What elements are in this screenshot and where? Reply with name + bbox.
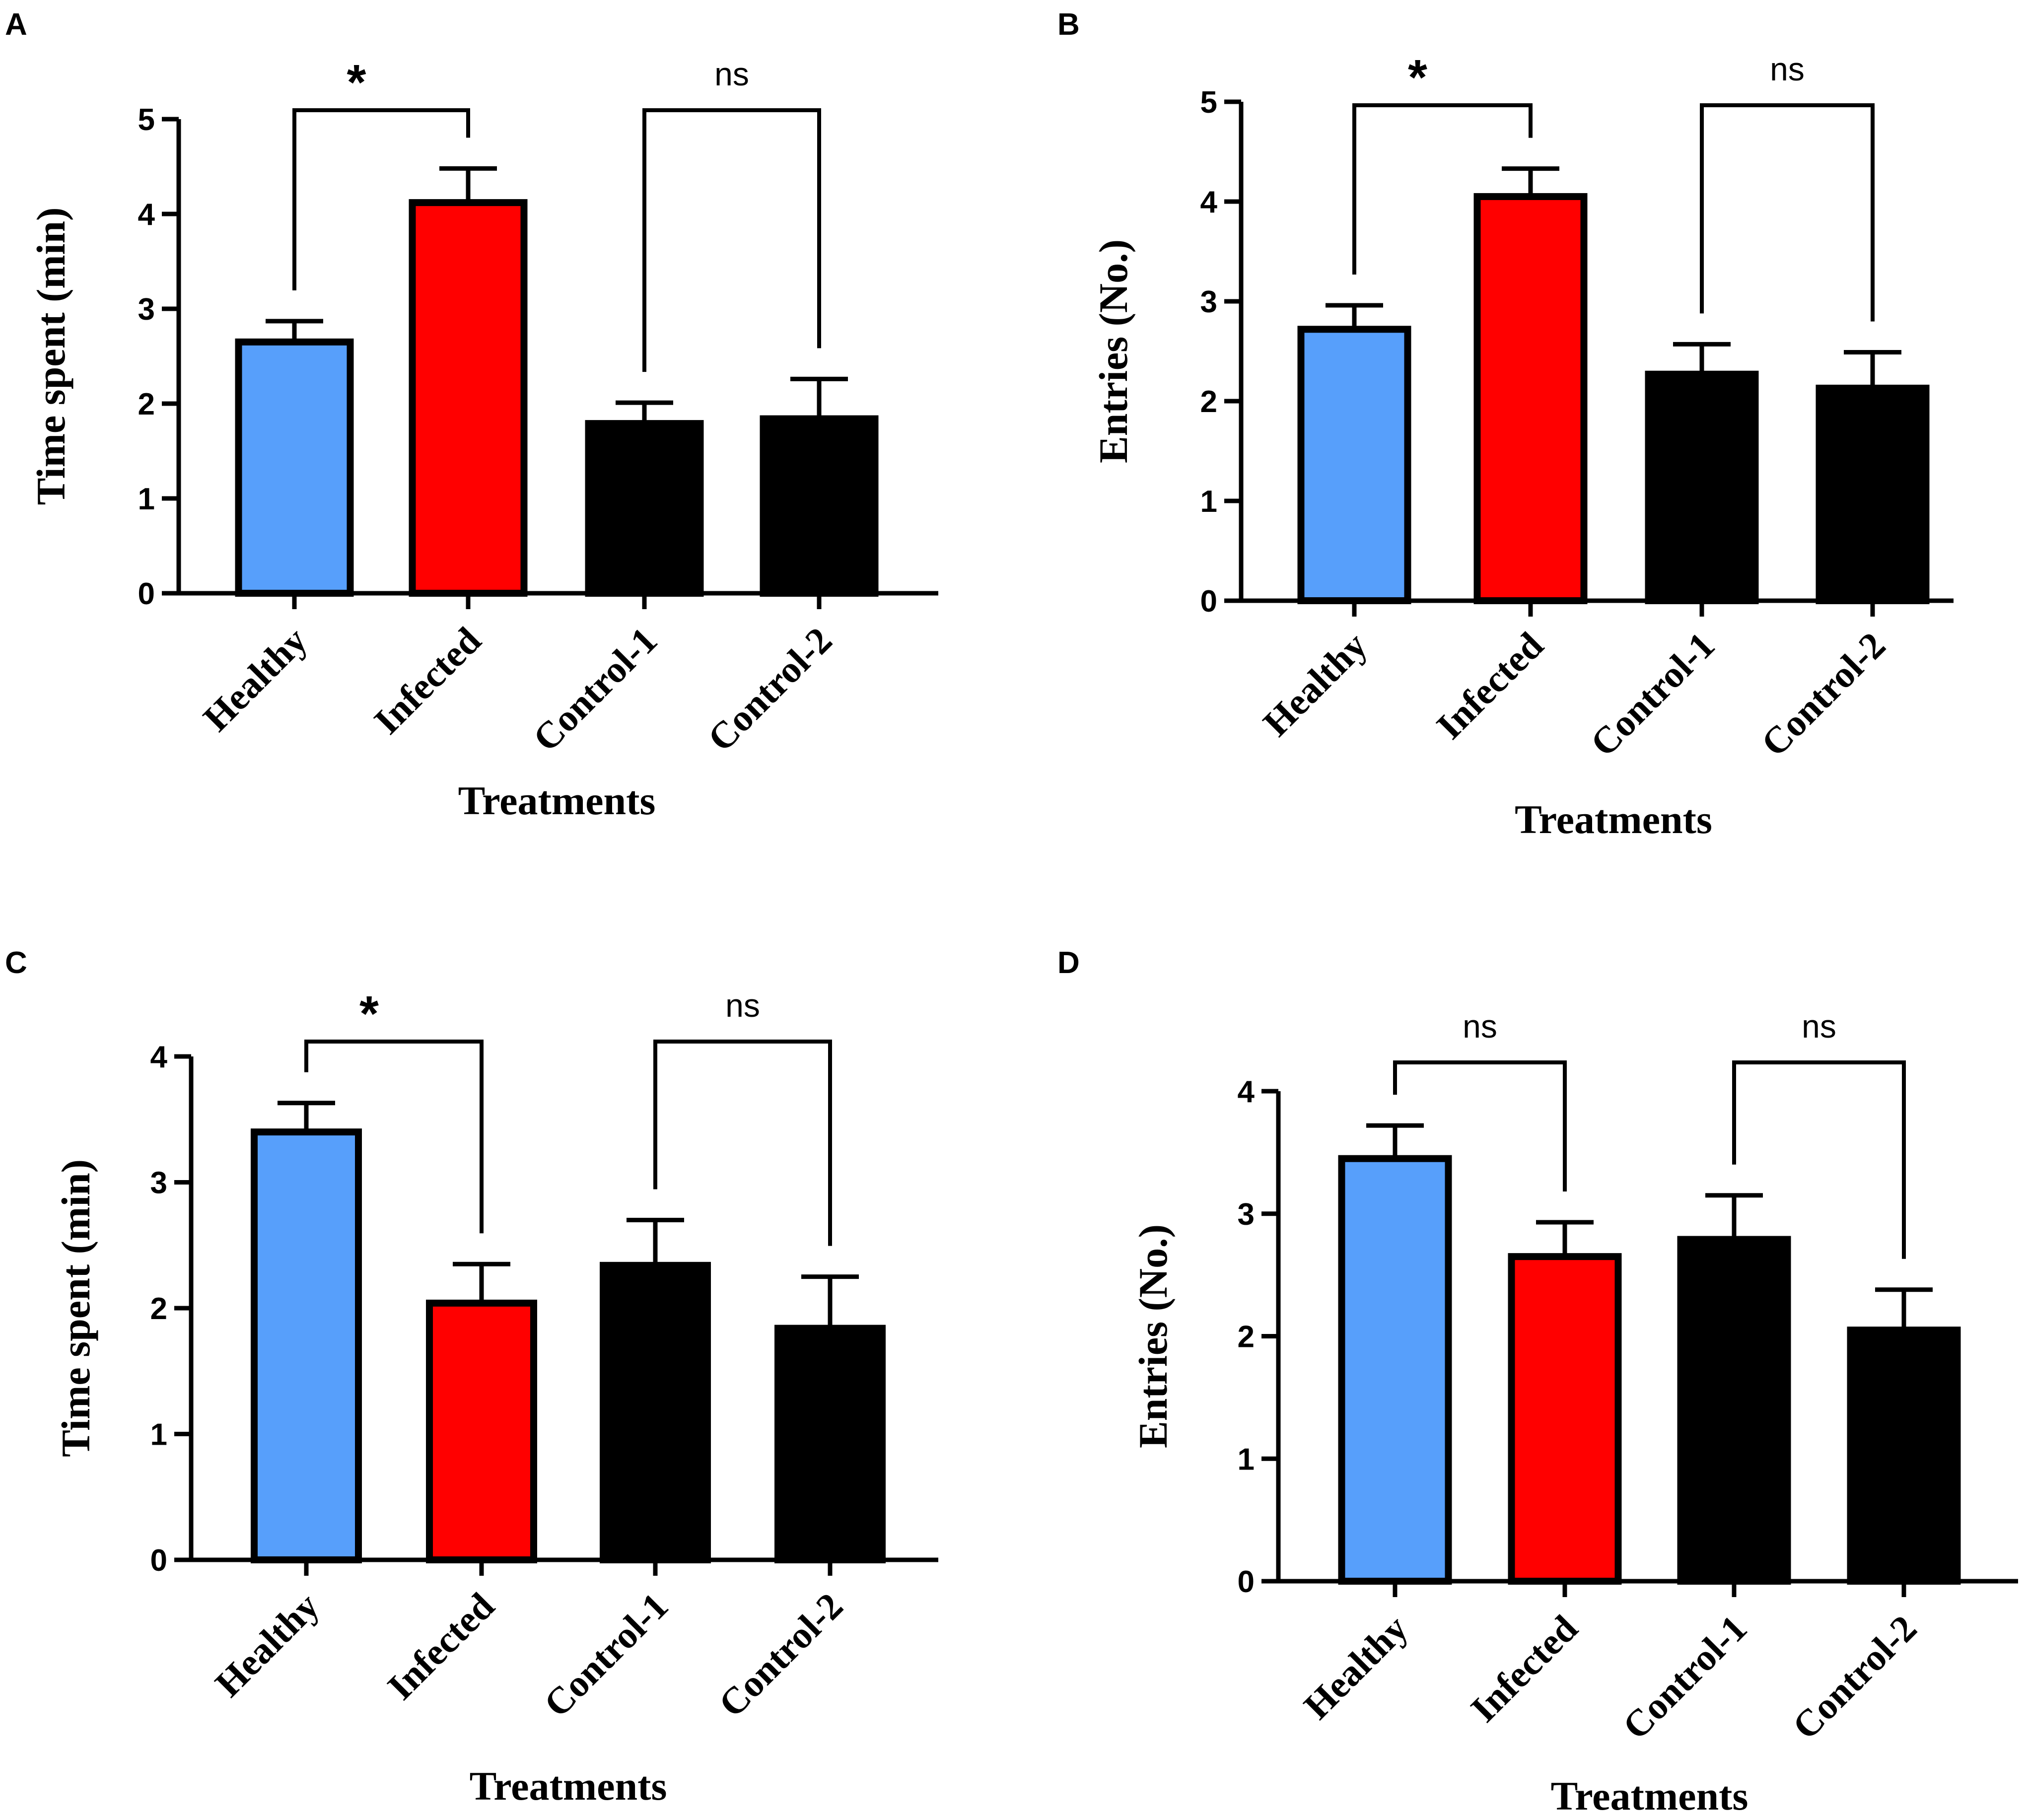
- y-tick-label: 2: [150, 1292, 167, 1326]
- x-axis-title: Treatments: [1515, 797, 1712, 842]
- category-label: Healthy: [1256, 625, 1376, 745]
- panel-B: B 0 1 2 3 4 5 Healthy Infected Control-1 Control-2…: [1057, 7, 1954, 842]
- y-tick-label: 1: [1238, 1442, 1255, 1476]
- significance-bracket: [1393, 1060, 1567, 1192]
- bar-control-1: [1677, 1236, 1791, 1585]
- panel-letter: B: [1057, 7, 1080, 42]
- y-tick-label: 1: [1200, 485, 1217, 519]
- bar-control-1: [585, 420, 704, 597]
- significance-marker: ns: [1463, 1008, 1497, 1045]
- y-tick-label: 3: [1200, 285, 1217, 319]
- y-tick-label: 0: [1200, 584, 1217, 619]
- significance-bracket: [292, 108, 470, 290]
- panel-D: D 0 1 2 3 4 Healthy Infected Control-1 Control-2 n…: [1057, 946, 2018, 1819]
- category-label: Control-1: [1583, 625, 1723, 765]
- significance-marker: *: [1408, 50, 1427, 105]
- category-label: Control-2: [1785, 1608, 1925, 1748]
- bar-infected: [1473, 193, 1588, 604]
- category-label: Infected: [380, 1585, 502, 1708]
- y-tick-label: 0: [150, 1543, 167, 1578]
- y-axis-title: Entries (No.): [1130, 1224, 1176, 1448]
- bar-control-2: [1847, 1327, 1961, 1585]
- y-tick-label: 2: [1238, 1320, 1255, 1354]
- category-label: Control-1: [536, 1585, 676, 1725]
- y-tick-label: 1: [138, 482, 155, 516]
- y-tick-label: 4: [1200, 185, 1218, 219]
- bar-healthy: [1297, 326, 1411, 604]
- y-tick-label: 3: [1238, 1197, 1255, 1232]
- y-tick-label: 1: [150, 1418, 167, 1452]
- significance-marker: *: [359, 986, 379, 1042]
- bar-control-2: [774, 1325, 886, 1564]
- category-label: Control-1: [1615, 1608, 1755, 1748]
- x-axis-title: Treatments: [470, 1763, 667, 1809]
- category-label: Healthy: [196, 620, 316, 740]
- y-tick-label: 4: [138, 198, 155, 232]
- category-label: Healthy: [1296, 1608, 1416, 1728]
- category-label: Control-2: [700, 620, 840, 760]
- significance-bracket: [1700, 103, 1875, 322]
- significance-bracket: [1732, 1060, 1906, 1259]
- category-label: Control-1: [525, 620, 665, 760]
- y-tick-label: 0: [1238, 1565, 1255, 1599]
- significance-marker: ns: [1802, 1008, 1836, 1045]
- category-label: Healthy: [208, 1585, 328, 1705]
- significance-bracket: [642, 108, 821, 372]
- significance-marker: ns: [714, 56, 749, 92]
- panel-letter: C: [5, 946, 27, 980]
- significance-bracket: [304, 1040, 484, 1234]
- category-label: Infected: [1429, 625, 1551, 747]
- bar-infected: [409, 199, 528, 597]
- y-axis-title: Time spent (min): [53, 1159, 98, 1457]
- y-axis-title: Entries (No.): [1091, 239, 1136, 463]
- y-tick-label: 0: [138, 577, 155, 611]
- bar-infected: [1508, 1253, 1622, 1585]
- panel-letter: D: [1057, 946, 1080, 980]
- y-tick-label: 5: [1200, 85, 1217, 120]
- x-axis-title: Treatments: [1551, 1773, 1748, 1819]
- y-tick-label: 3: [150, 1166, 167, 1200]
- y-tick-label: 5: [138, 103, 155, 137]
- y-tick-label: 2: [138, 387, 155, 421]
- significance-bracket: [653, 1040, 832, 1246]
- category-label: Infected: [1463, 1608, 1586, 1730]
- panel-A: A 0 1 2 3 4 5 Healthy Infected Control-1 Control-2…: [5, 7, 938, 823]
- bar-healthy: [251, 1128, 362, 1564]
- x-axis-title: Treatments: [458, 778, 656, 823]
- bar-control-1: [600, 1261, 711, 1564]
- bar-control-2: [1816, 384, 1930, 604]
- bar-infected: [426, 1299, 537, 1564]
- significance-marker: *: [347, 55, 366, 110]
- significance-marker: ns: [1770, 51, 1805, 87]
- panel-C: C 0 1 2 3 4 Healthy Infected Control-1 Control-2 *…: [5, 946, 938, 1809]
- bar-healthy: [1338, 1155, 1452, 1585]
- bar-healthy: [235, 338, 354, 597]
- y-axis-title: Time spent (min): [28, 208, 73, 505]
- bar-control-1: [1645, 370, 1759, 604]
- significance-marker: ns: [725, 987, 760, 1024]
- category-label: Control-2: [1753, 625, 1893, 765]
- category-label: Control-2: [711, 1585, 851, 1725]
- y-tick-label: 4: [150, 1040, 168, 1074]
- y-tick-label: 2: [1200, 385, 1217, 419]
- panel-letter: A: [5, 7, 27, 42]
- significance-bracket: [1352, 103, 1533, 275]
- y-tick-label: 4: [1238, 1075, 1255, 1109]
- y-tick-label: 3: [138, 292, 155, 327]
- bar-control-2: [760, 415, 879, 597]
- category-label: Infected: [366, 620, 489, 742]
